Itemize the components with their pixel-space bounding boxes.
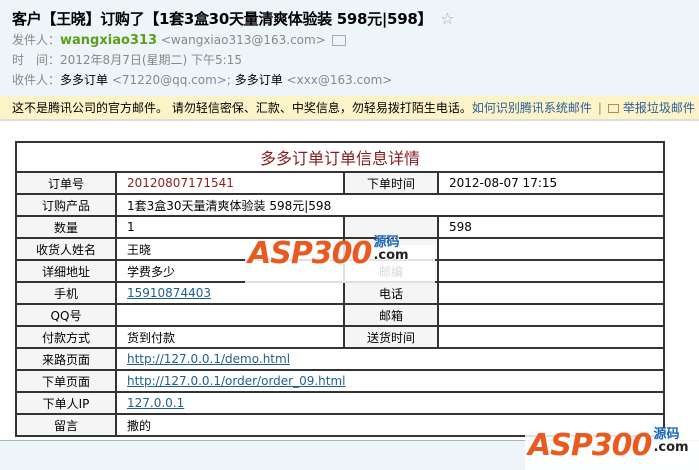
report-spam-link[interactable]: 举报垃圾邮件 [622,101,695,115]
security-warning-bar: 这不是腾讯公司的官方邮件。 请勿轻信密保、汇款、中奖信息，勿轻易拨打陌生电话。如… [0,96,699,121]
sender-name[interactable]: wangxiao313 [60,33,158,48]
table-row: 数量 1 598 [15,215,665,239]
table-row: 订单号 20120807171541 下单时间 2012-08-07 17:15 [15,171,665,195]
star-icon[interactable]: ☆ [440,9,455,28]
table-row: 订购产品 1套3盒30天量清爽体验装 598元|598 [15,193,665,217]
watermark-logo: ASP300 源码 .com [248,235,409,271]
table-row: 付款方式 货到付款 送货时间 [15,325,665,349]
identify-system-mail-link[interactable]: 如何识别腾讯系统邮件 [471,101,592,115]
referrer-link[interactable]: http://127.0.0.1/demo.html [127,352,291,366]
contact-card-icon[interactable] [331,35,346,46]
phone-link[interactable]: 15910874403 [127,286,211,300]
time-line: 时 间：2012年8月7日(星期二) 下午5:15 [12,53,242,67]
watermark-logo: ASP300 源码 .com [528,427,689,463]
order-table: 多多订单订单信息详情 订单号 20120807171541 下单时间 2012-08-… [15,141,665,437]
email-header: 客户【王晓】订购了【1套3盒30天量清爽体验装 598元|598】 ☆ 发件人：w… [0,0,699,96]
from-line: 发件人：wangxiao313 <wangxiao313@163.com> [12,30,699,50]
to-line: 收件人：多多订单 <71220@qq.com>; 多多订单 <xxx@163.c… [12,73,393,87]
order-page-link[interactable]: http://127.0.0.1/order/order_09.html [127,374,346,388]
report-icon [607,104,619,113]
table-row: 手机 15910874403 电话 [15,281,665,305]
email-subject: 客户【王晓】订购了【1套3盒30天量清爽体验装 598元|598】 ☆ [12,9,455,28]
watermark-bg [245,245,435,283]
table-row: 下单人IP 127.0.0.1 [15,391,665,415]
table-row: 留言 撒的 [15,413,665,437]
table-row: QQ号 邮箱 [15,303,665,327]
watermark-bg [525,435,699,470]
order-title: 多多订单订单信息详情 [15,141,665,173]
table-row: 来路页面 http://127.0.0.1/demo.html [15,347,665,371]
ip-link[interactable]: 127.0.0.1 [127,396,185,410]
table-row: 下单页面 http://127.0.0.1/order/order_09.html [15,369,665,393]
